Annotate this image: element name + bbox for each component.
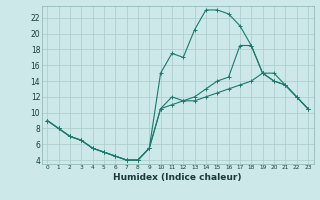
X-axis label: Humidex (Indice chaleur): Humidex (Indice chaleur) [113,173,242,182]
